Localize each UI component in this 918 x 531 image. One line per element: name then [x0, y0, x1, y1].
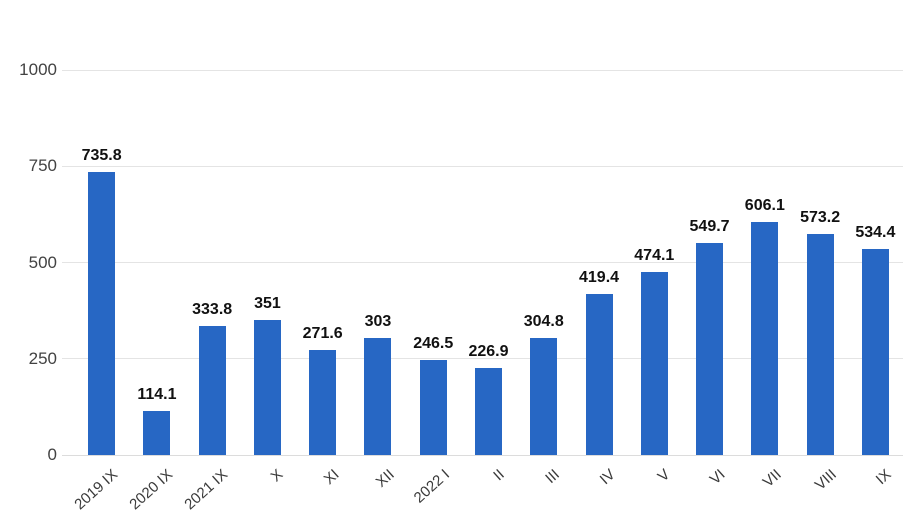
bar-value-label: 114.1	[137, 386, 177, 404]
bar-value-label: 271.6	[302, 325, 343, 343]
bar-value-label: 735.8	[81, 146, 122, 164]
y-axis-tick-label: 250	[28, 348, 57, 368]
y-axis-tick-label: 500	[28, 252, 57, 272]
bar-value-label: 606.1	[744, 196, 785, 214]
bar[interactable]	[530, 337, 558, 455]
x-axis-tick-label: 2022 I	[410, 466, 453, 507]
gridline	[62, 69, 903, 71]
bar-value-label: 534.4	[855, 224, 896, 242]
x-axis-tick-label: 2021 IX	[181, 466, 232, 514]
y-axis-tick-label: 1000	[19, 60, 57, 79]
x-axis-tick-label: XII	[372, 466, 398, 491]
gridline	[62, 165, 903, 167]
bar-value-label: 226.9	[468, 342, 509, 360]
bar-value-label: 549.7	[689, 218, 730, 236]
bar-value-label: 474.1	[634, 247, 675, 265]
x-axis-tick-label: IX	[872, 466, 895, 489]
x-axis-tick-label: VI	[707, 466, 729, 489]
bar[interactable]	[806, 234, 834, 455]
x-axis-tick-label: V	[654, 466, 674, 486]
bar-value-label: 246.5	[413, 335, 454, 353]
bar[interactable]	[696, 243, 724, 455]
y-axis-tick-label: 750	[28, 156, 57, 176]
bar[interactable]	[364, 338, 392, 455]
bar[interactable]	[309, 350, 337, 455]
bar[interactable]	[253, 319, 281, 455]
bar[interactable]	[88, 171, 116, 455]
bar-value-label: 419.4	[579, 268, 620, 286]
bar[interactable]	[585, 293, 613, 455]
x-axis-tick-label: XI	[320, 466, 343, 489]
bar[interactable]	[475, 367, 502, 455]
x-axis-tick-label: 2019 IX	[71, 466, 122, 514]
gridline	[62, 262, 903, 263]
x-axis-tick-label: IV	[596, 466, 619, 489]
bar[interactable]	[640, 272, 668, 455]
bar[interactable]	[861, 249, 889, 455]
x-axis-tick-label: VIII	[811, 466, 840, 494]
bar[interactable]	[419, 360, 447, 455]
bar-value-label: 351	[254, 294, 281, 312]
x-axis-tick-label: VII	[759, 466, 785, 491]
bar[interactable]	[198, 326, 226, 455]
x-axis-tick-label: III	[542, 466, 564, 488]
gridline	[62, 454, 903, 456]
bar-value-label: 304.8	[523, 312, 564, 330]
x-axis-tick-label: II	[490, 466, 508, 485]
gridline	[62, 358, 903, 360]
bar-value-label: 303	[364, 313, 392, 331]
bar[interactable]	[751, 221, 779, 455]
bar-value-label: 333.8	[192, 301, 233, 319]
bar[interactable]	[143, 411, 171, 455]
bar-value-label: 573.2	[800, 209, 841, 227]
x-axis-tick-label: X	[267, 466, 287, 486]
x-axis-tick-label: 2020 IX	[126, 466, 177, 514]
y-axis-tick-label: 0	[47, 445, 57, 464]
